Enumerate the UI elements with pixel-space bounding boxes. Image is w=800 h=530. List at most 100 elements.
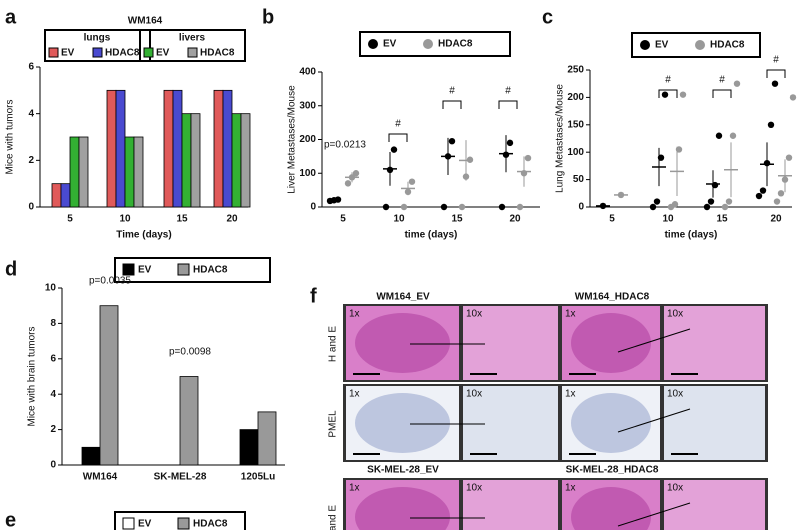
- annotation: p=0.0035: [89, 276, 131, 287]
- y-axis-label: Liver Metastases/Mouse: [287, 85, 298, 194]
- magnification: 1x: [349, 483, 360, 494]
- y-tick-label: 300: [299, 100, 316, 111]
- y-tick-label: 4: [50, 389, 56, 400]
- y-tick-label: 100: [567, 147, 584, 158]
- annotation: #: [773, 55, 779, 66]
- bar: [78, 136, 89, 208]
- legend-label: HDAC8: [193, 265, 228, 276]
- point: [440, 203, 448, 211]
- annotation: #: [719, 75, 725, 86]
- tissue: [571, 313, 651, 373]
- legend-label: HDAC8: [438, 39, 473, 50]
- point: [773, 198, 781, 205]
- panel-letter: a: [5, 6, 17, 28]
- legend-swatch: [122, 263, 135, 276]
- bar: [163, 89, 174, 208]
- magnification: 10x: [667, 483, 683, 494]
- micrograph: [463, 386, 558, 460]
- y-tick-label: 250: [567, 65, 584, 76]
- y-tick-label: 6: [50, 353, 56, 364]
- magnification: 1x: [565, 483, 576, 494]
- legend-swatch: [92, 47, 103, 58]
- bar: [106, 89, 117, 208]
- legend-box: [139, 29, 246, 62]
- legend-label: EV: [655, 40, 669, 51]
- legend-swatch: [368, 39, 378, 49]
- bar: [190, 113, 201, 208]
- bracket: [388, 133, 408, 142]
- point: [767, 121, 775, 128]
- annotation: #: [505, 86, 511, 97]
- micrograph: [664, 480, 765, 530]
- point: [516, 203, 524, 211]
- x-tick-label: 15: [716, 214, 728, 225]
- bar: [81, 446, 101, 466]
- point: [771, 80, 779, 87]
- x-tick-label: 5: [67, 214, 73, 225]
- point: [390, 146, 398, 153]
- tissue: [355, 313, 450, 373]
- annotation: p=0.0213: [324, 140, 366, 151]
- legend-swatch: [423, 39, 433, 49]
- row-label: H and E: [328, 326, 339, 362]
- x-axis-label: time (days): [665, 230, 718, 241]
- bar: [172, 89, 183, 208]
- legend-label: EV: [138, 519, 152, 530]
- point: [498, 203, 506, 211]
- bar: [69, 136, 80, 208]
- x-tick-label: 15: [176, 214, 188, 225]
- legend-swatch: [695, 40, 705, 50]
- legend-swatch: [177, 263, 190, 276]
- point: [777, 190, 785, 197]
- y-tick-label: 0: [310, 202, 316, 213]
- y-tick-label: 4: [28, 108, 34, 119]
- magnification: 1x: [565, 389, 576, 400]
- bracket: [498, 100, 518, 109]
- point: [458, 203, 466, 211]
- panel-letter: c: [542, 6, 553, 28]
- legend-label: EV: [61, 48, 75, 59]
- legend-swatch: [143, 47, 154, 58]
- legend-group: lungs: [84, 33, 111, 44]
- bracket: [766, 69, 786, 78]
- y-tick-label: 400: [299, 67, 316, 78]
- x-axis-label: Time (days): [116, 230, 171, 241]
- magnification: 10x: [466, 309, 482, 320]
- zoom-arrow: [617, 502, 691, 527]
- micrograph: [664, 306, 765, 380]
- bar: [115, 89, 126, 208]
- y-axis-label: Mice with brain tumors: [27, 326, 38, 426]
- x-tick-label: 20: [509, 214, 521, 225]
- panel-letter: d: [5, 258, 17, 280]
- x-tick-label: 20: [770, 214, 782, 225]
- y-tick-label: 10: [45, 283, 57, 294]
- y-tick-label: 200: [299, 134, 316, 145]
- point: [789, 94, 797, 101]
- y-axis-label: Lung Metastases/Mouse: [555, 84, 566, 193]
- bar: [231, 113, 242, 208]
- legend-label: HDAC8: [200, 48, 235, 59]
- y-axis-label: Mice with tumors: [5, 99, 16, 174]
- x-axis-label: time (days): [405, 230, 458, 241]
- micrograph: [463, 480, 558, 530]
- legend-swatch: [177, 517, 190, 530]
- point: [733, 80, 741, 87]
- point: [671, 201, 679, 208]
- y-tick-label: 2: [50, 424, 56, 435]
- y-tick-label: 100: [299, 168, 316, 179]
- legend-label: HDAC8: [193, 519, 228, 530]
- row-label: PMEL: [328, 410, 339, 438]
- legend-box: [631, 32, 761, 58]
- point: [382, 203, 390, 211]
- image-title: SK-MEL-28_HDAC8: [566, 465, 659, 476]
- point: [408, 178, 416, 185]
- x-tick-label: 15: [451, 214, 463, 225]
- tissue: [355, 487, 450, 530]
- point: [785, 154, 793, 161]
- zoom-arrow: [617, 408, 691, 433]
- legend-label: EV: [383, 39, 397, 50]
- chart-title: WM164: [128, 16, 163, 27]
- bar: [213, 89, 224, 208]
- magnification: 10x: [667, 389, 683, 400]
- legend-box: [44, 29, 151, 62]
